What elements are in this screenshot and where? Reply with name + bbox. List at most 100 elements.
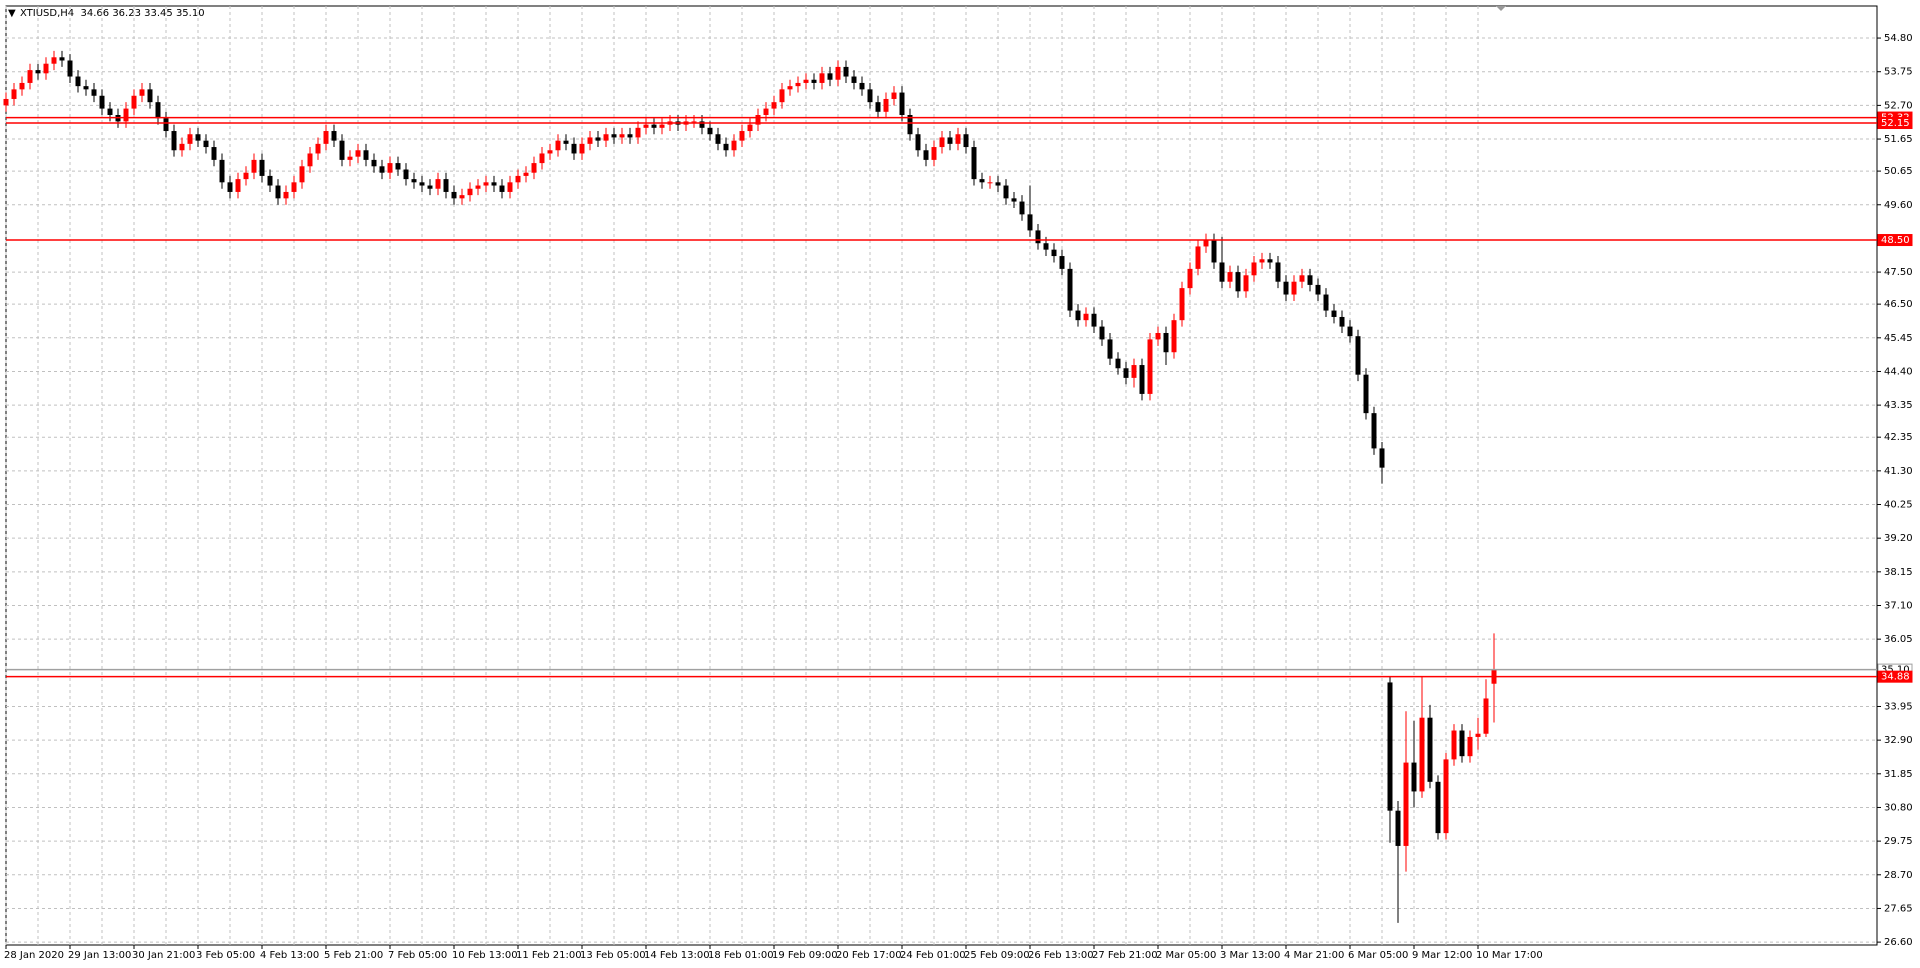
candle-body	[819, 73, 825, 83]
candle-body	[411, 179, 417, 183]
candle-body	[971, 147, 977, 180]
candle-body	[507, 182, 513, 192]
chart-title: XTIUSD,H4 34.66 36.23 33.45 35.10	[20, 8, 205, 19]
candle-body	[1139, 365, 1145, 394]
x-tick-label: 27 Feb 21:00	[1092, 950, 1158, 961]
candle-body	[923, 150, 929, 160]
y-tick-label: 37.10	[1884, 600, 1913, 611]
candle-body	[731, 140, 737, 151]
shift-marker[interactable]	[1496, 6, 1506, 11]
candle-body	[979, 179, 985, 183]
candle-body	[1339, 316, 1345, 327]
candle-body	[827, 73, 833, 80]
candle-body	[1475, 733, 1481, 737]
candle-body	[1307, 275, 1313, 285]
candle-body	[443, 179, 449, 192]
candle-body	[867, 89, 873, 103]
x-tick-label: 25 Feb 09:00	[964, 950, 1030, 961]
candle-body	[715, 134, 721, 144]
x-tick-label: 30 Jan 21:00	[132, 950, 195, 961]
y-tick-label: 50.65	[1884, 166, 1913, 177]
candle-body	[1443, 759, 1449, 834]
x-tick-label: 26 Feb 13:00	[1028, 950, 1094, 961]
candle-body	[299, 166, 305, 183]
x-tick-label: 3 Mar 13:00	[1220, 950, 1280, 961]
y-tick-label: 44.40	[1884, 366, 1913, 377]
y-tick-label: 28.70	[1884, 870, 1913, 881]
candle-body	[1403, 762, 1409, 846]
menu-arrow[interactable]: ▼	[8, 8, 16, 19]
candle-body	[515, 175, 521, 183]
candle-body	[43, 63, 49, 74]
y-tick-label: 47.50	[1884, 267, 1913, 278]
candle-body	[883, 98, 889, 112]
candle-body	[1363, 374, 1369, 414]
x-tick-label: 24 Feb 01:00	[900, 950, 966, 961]
candle-body	[363, 150, 369, 160]
candle-body	[371, 159, 377, 167]
candle-body	[1163, 332, 1169, 353]
candle-body	[1395, 810, 1401, 846]
candle-body	[603, 134, 609, 141]
candle-body	[1003, 185, 1009, 199]
candle-body	[835, 66, 841, 80]
candle-body	[1179, 288, 1185, 321]
y-tick-label: 52.70	[1884, 100, 1913, 111]
candle-body	[1043, 243, 1049, 250]
y-tick-label: 31.85	[1884, 769, 1913, 780]
candle-body	[139, 89, 145, 96]
candle-body	[795, 82, 801, 87]
candle-body	[259, 159, 265, 176]
candle-body	[1283, 281, 1289, 295]
candle-body	[339, 140, 345, 160]
candle-body	[635, 127, 641, 138]
candle-body	[571, 143, 577, 154]
candle-body	[723, 143, 729, 151]
candle-body	[739, 131, 745, 141]
candle-body	[163, 118, 169, 132]
candle-body	[275, 185, 281, 199]
y-tick-label: 42.35	[1884, 432, 1913, 443]
candle-body	[659, 124, 665, 128]
candle-body	[763, 108, 769, 115]
candle-body	[1203, 240, 1209, 247]
candle-body	[355, 150, 361, 157]
candle-body	[1459, 730, 1465, 757]
candle-body	[1315, 284, 1321, 295]
candle-body	[547, 150, 553, 154]
candle-body	[691, 121, 697, 123]
y-tick-label: 32.90	[1884, 735, 1913, 746]
level-label: 48.50	[1881, 235, 1910, 246]
x-tick-label: 7 Feb 05:00	[388, 950, 447, 961]
candle-body	[147, 89, 153, 103]
candle-body	[643, 124, 649, 128]
candle-body	[131, 95, 137, 109]
candle-body	[931, 147, 937, 160]
y-tick-label: 26.60	[1884, 937, 1913, 948]
candle-body	[851, 76, 857, 83]
y-tick-label: 54.80	[1884, 33, 1913, 44]
candle-body	[283, 191, 289, 199]
candle-body	[1059, 256, 1065, 269]
candle-body	[1435, 781, 1441, 834]
candle-body	[1299, 275, 1305, 282]
plot-area	[5, 5, 1878, 946]
candle-body	[1187, 268, 1193, 289]
candle-body	[787, 86, 793, 90]
candle-body	[27, 70, 33, 83]
candle-body	[171, 131, 177, 151]
candle-body	[235, 179, 241, 192]
candle-body	[563, 140, 569, 144]
candle-body	[1195, 246, 1201, 269]
candle-body	[1259, 259, 1265, 263]
candle-body	[595, 137, 601, 141]
x-tick-label: 10 Mar 17:00	[1476, 950, 1543, 961]
y-tick-label: 33.95	[1884, 701, 1913, 712]
candle-body	[3, 98, 9, 106]
candle-body	[579, 143, 585, 154]
x-tick-label: 4 Mar 21:00	[1284, 950, 1344, 961]
candle-body	[611, 134, 617, 138]
candle-body	[771, 102, 777, 109]
candle-body	[1371, 413, 1377, 449]
